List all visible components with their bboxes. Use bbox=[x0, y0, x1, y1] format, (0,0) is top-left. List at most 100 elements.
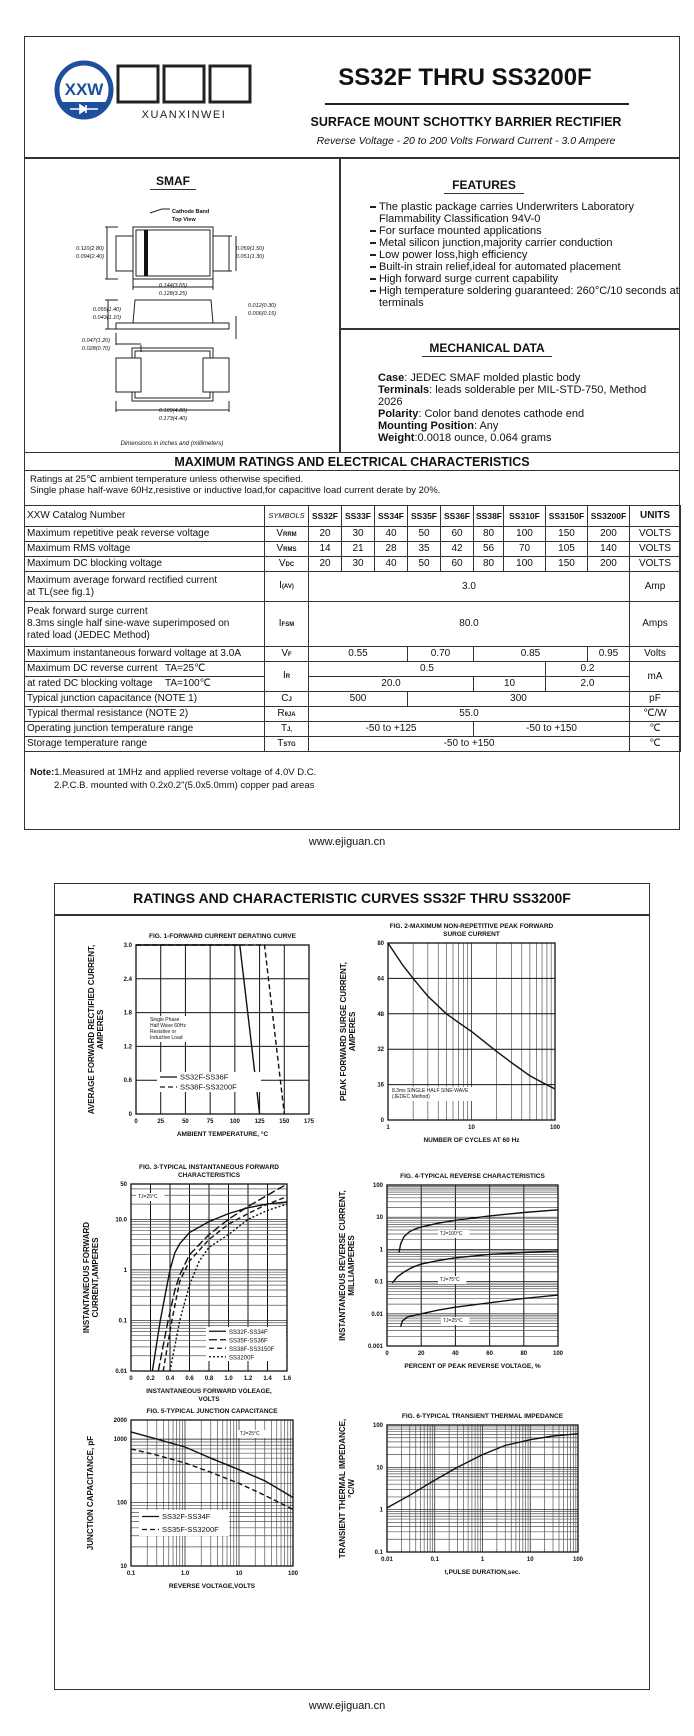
feature-item: High forward surge current capability bbox=[370, 273, 680, 285]
x-tick-label: 100 bbox=[230, 1119, 241, 1125]
feature-item: Low power loss,high efficiency bbox=[370, 249, 680, 261]
label-line: Typical junction capacitance (NOTE 1) bbox=[27, 693, 198, 704]
feature-item: Metal silicon junction,majority carrier … bbox=[370, 237, 680, 249]
label-line: rated load (JEDEC Method) bbox=[27, 630, 150, 641]
y-tick-label: 1 bbox=[380, 1508, 384, 1514]
legend bbox=[206, 1327, 286, 1361]
svg-text:0.128(3.25): 0.128(3.25) bbox=[159, 291, 187, 297]
divider bbox=[339, 328, 680, 330]
gridlines bbox=[130, 1419, 294, 1567]
unit: Amp bbox=[629, 571, 681, 602]
svg-text:Cathode Band: Cathode Band bbox=[172, 209, 209, 215]
annotation-background bbox=[136, 1193, 165, 1201]
label-line: Maximum DC reverse current bbox=[27, 663, 158, 674]
annotation-background bbox=[441, 1317, 470, 1325]
table-row: Operating junction temperature range TJ, -… bbox=[24, 721, 681, 737]
svg-text:0.043(1.10): 0.043(1.10) bbox=[93, 315, 121, 321]
chart-fig-3: 0 0.2 0.4 0.6 0.8 1.0 1.2 1.4 1.6 0.01 0.1 1 10.0 50 F… bbox=[82, 1164, 292, 1403]
plot-frame bbox=[386, 1424, 579, 1553]
table-row: Maximum DC blocking voltage VDC 20 30 40 50 60… bbox=[24, 556, 681, 572]
table-header-row: XXW Catalog Number SYMBOLS SS32F SS33F SS34F… bbox=[24, 505, 681, 527]
footer-url[interactable]: www.ejiguan.cn bbox=[308, 1700, 386, 1712]
x-tick-label: 60 bbox=[486, 1351, 493, 1357]
label-line: at TL(see fig.1) bbox=[27, 586, 95, 598]
table-notes: Note:1.Measured at 1MHz and applied reve… bbox=[30, 766, 316, 792]
company-logo: XXW XUANXINWEI bbox=[54, 58, 264, 122]
svg-text:Dimensions in inches and (mill: Dimensions in inches and (millimeters) bbox=[121, 441, 224, 447]
divider bbox=[339, 157, 341, 452]
document-title: SS32F THRU SS3200F bbox=[338, 64, 592, 91]
note-line: 2.P.C.B. mounted with 0.2x0.2"(5.0x5.0mm… bbox=[54, 780, 315, 791]
y-tick-label: 10.0 bbox=[115, 1217, 127, 1223]
symbol-main: R bbox=[277, 707, 285, 719]
table-row: at rated DC blocking voltage TA=100℃ 20.0 1… bbox=[24, 676, 681, 692]
label-line: Operating junction temperature range bbox=[27, 723, 194, 734]
mechanical-key: Case bbox=[378, 372, 405, 384]
footer-url[interactable]: www.ejiguan.cn bbox=[308, 836, 386, 848]
plot-frame bbox=[387, 942, 556, 1121]
y-axis-label: PEAK FORWARD SURGE CURRENT, bbox=[339, 962, 348, 1101]
symbol-main: V bbox=[276, 542, 284, 554]
legend-label: SS38F-SS3200F bbox=[180, 1083, 237, 1092]
x-tick-label: 40 bbox=[452, 1351, 459, 1357]
chart-title: FIG. 4-TYPICAL REVERSE CHARACTERISTICS bbox=[400, 1173, 545, 1180]
rating-summary: Reverse Voltage - 20 to 200 Volts Forwar… bbox=[316, 135, 616, 147]
series-line bbox=[157, 1183, 288, 1372]
y-tick-label: 80 bbox=[377, 941, 384, 947]
symbol-subscript: θJA bbox=[284, 711, 296, 718]
y-tick-label: 64 bbox=[377, 976, 384, 982]
mechanical-key: Mounting Position bbox=[378, 420, 474, 432]
mechanical-value: : Color band denotes cathode end bbox=[418, 408, 585, 420]
y-tick-label: 10 bbox=[376, 1215, 383, 1221]
x-tick-label: 0.01 bbox=[381, 1557, 393, 1563]
symbol-subscript: RRM bbox=[283, 531, 297, 538]
mechanical-item: Weight:0.0018 ounce, 0.064 grams bbox=[378, 432, 668, 444]
svg-text:XXW: XXW bbox=[65, 80, 105, 99]
x-tick-label: 125 bbox=[255, 1119, 266, 1125]
legend-label: SS3200F bbox=[229, 1355, 254, 1361]
mechanical-key: Weight bbox=[378, 432, 415, 444]
package-title: SMAF bbox=[150, 174, 196, 190]
value-cell: 3.0 bbox=[308, 571, 630, 602]
document-subtitle: SURFACE MOUNT SCHOTTKY BARRIER RECTIFIER bbox=[310, 115, 622, 129]
y-tick-label: 0.01 bbox=[371, 1312, 383, 1318]
x-tick-label: 0.2 bbox=[146, 1376, 155, 1382]
x-tick-label: 0.1 bbox=[127, 1571, 136, 1577]
x-tick-label: 75 bbox=[207, 1119, 214, 1125]
x-tick-label: 1.0 bbox=[181, 1571, 190, 1577]
features-list: The plastic package carries Underwriters… bbox=[370, 201, 680, 309]
chart-annotation: Resistive or bbox=[150, 1029, 176, 1035]
label-line: Maximum instantaneous forward voltage at… bbox=[27, 648, 241, 659]
x-tick-label: 100 bbox=[288, 1571, 299, 1577]
legend-label: SS32F-SS34F bbox=[162, 1512, 211, 1521]
chart-annotation: TJ=100°C bbox=[440, 1231, 463, 1237]
mechanical-item: Terminals: leads solderable per MIL-STD-… bbox=[378, 384, 668, 408]
label-line: Storage temperature range bbox=[27, 738, 148, 749]
label-line: Peak forward surge current bbox=[27, 606, 148, 617]
label-line: Maximum DC blocking voltage bbox=[27, 558, 163, 569]
condition-text: Single phase half-wave 60Hz,resistive or… bbox=[30, 485, 441, 496]
symbol-main: I bbox=[278, 617, 282, 629]
symbol-main: V bbox=[281, 647, 288, 659]
x-tick-label: 10 bbox=[236, 1571, 243, 1577]
header-units: UNITS bbox=[629, 505, 681, 527]
title-underline bbox=[325, 103, 629, 105]
series-line bbox=[169, 1203, 288, 1372]
y-tick-label: 1000 bbox=[114, 1437, 128, 1443]
symbol-main: C bbox=[281, 692, 289, 704]
symbol-subscript: (AV) bbox=[281, 584, 294, 590]
x-tick-label: 100 bbox=[573, 1557, 584, 1563]
parameter-label: Maximum average forward rectified curren… bbox=[24, 571, 265, 602]
plot-frame bbox=[130, 1183, 288, 1372]
chart-fig-5: 0.1 1.0 10 100 10 100 1000 2000 FIG. 5-TYPICAL J… bbox=[86, 1408, 299, 1590]
ratings-conditions: Ratings at 25℃ ambient temperature unles… bbox=[30, 474, 440, 496]
symbol: IR bbox=[264, 661, 309, 692]
series-line bbox=[130, 1431, 294, 1499]
chart-annotation: Half Wave 60Hz bbox=[150, 1023, 186, 1029]
x-axis-label: AMBIENT TEMPERATURE, °C bbox=[177, 1130, 269, 1138]
annotation-background bbox=[438, 1276, 467, 1284]
y-tick-label: 32 bbox=[377, 1047, 384, 1053]
svg-text:0.047(1.20): 0.047(1.20) bbox=[82, 338, 110, 344]
